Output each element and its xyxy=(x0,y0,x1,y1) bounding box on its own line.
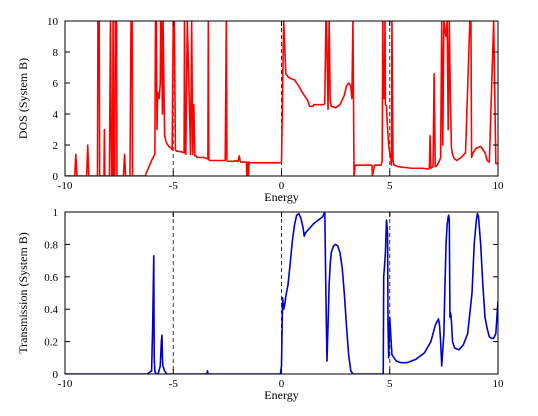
dos-y-axis-label: DOS (System B) xyxy=(16,58,30,139)
transmission-y-tick-label: 0.8 xyxy=(44,239,58,251)
dos-y-tick-label: 0 xyxy=(53,171,59,183)
transmission-panel: -10 -5 0 5 10 0 0.2 0.4 0.6 0.8 1 Energy Transmiss… xyxy=(16,207,504,402)
dos-series-line xyxy=(65,21,498,176)
dos-y-tick-label: 10 xyxy=(47,16,59,28)
transmission-series-line xyxy=(65,212,498,374)
transmission-y-tick-label: 0.6 xyxy=(44,272,58,284)
dos-x-tick-label: -10 xyxy=(58,180,73,192)
transmission-y-tick-label: 0.2 xyxy=(44,337,58,349)
transmission-x-tick-label: -5 xyxy=(169,378,179,390)
transmission-x-tick-label: -10 xyxy=(58,378,73,390)
dos-y-tick-label: 6 xyxy=(53,78,59,90)
dos-x-tick-label: 0 xyxy=(279,180,285,192)
transmission-y-tick-label: 0 xyxy=(53,369,59,381)
dos-y-tick-label: 8 xyxy=(53,47,59,59)
dos-panel: -10 -5 0 5 10 0 2 4 6 8 10 Energy DOS (System B) xyxy=(16,16,504,204)
transmission-y-tick-label: 1 xyxy=(53,207,59,219)
dos-x-tick-label: 10 xyxy=(493,180,505,192)
transmission-x-tick-label: 10 xyxy=(493,378,505,390)
transmission-y-axis-label: Transmission (System B) xyxy=(16,232,30,354)
transmission-x-tick-label: 5 xyxy=(387,378,393,390)
dos-x-axis-label: Energy xyxy=(264,190,298,204)
dos-x-tick-label: -5 xyxy=(169,180,179,192)
transmission-x-tick-label: 0 xyxy=(279,378,285,390)
dos-y-tick-label: 2 xyxy=(53,140,59,152)
dos-x-tick-label: 5 xyxy=(387,180,393,192)
transmission-y-tick-label: 0.4 xyxy=(44,304,58,316)
transmission-x-axis-label: Energy xyxy=(264,388,298,402)
dos-y-tick-label: 4 xyxy=(53,109,59,121)
